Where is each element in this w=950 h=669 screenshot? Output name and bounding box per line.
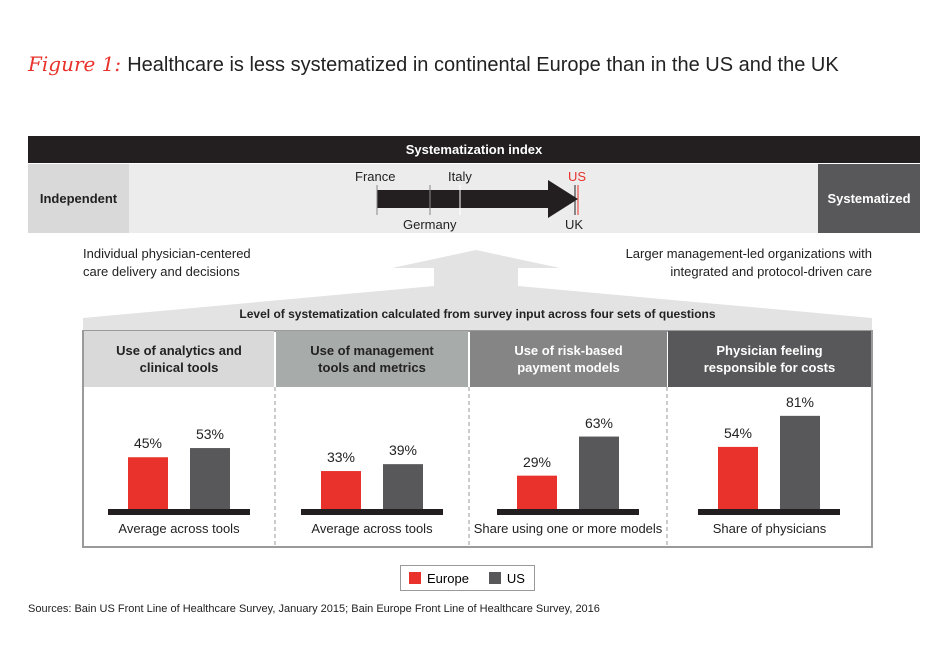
category-sublabel: Average across tools	[118, 521, 240, 536]
bar-us	[383, 464, 423, 509]
index-arrow	[377, 180, 578, 218]
category-header: Use of management tools and metrics	[276, 331, 468, 387]
germany-label: Germany	[403, 217, 457, 232]
figure-title: Figure 1: Healthcare is less systematized…	[28, 52, 839, 77]
figure-label: Figure 1:	[28, 52, 122, 76]
title-text: Healthcare is less systematized in conti…	[127, 54, 839, 76]
legend-europe: Europe	[427, 570, 469, 586]
systematized-label: Systematized	[818, 164, 920, 233]
data-label-europe: 54%	[723, 424, 753, 441]
roof-label: Level of systematization calculated from…	[239, 307, 716, 321]
data-label-europe: 33%	[326, 449, 356, 466]
roof-arrow	[83, 250, 872, 331]
legend: Europe US	[400, 565, 535, 591]
category-header: Physician feeling responsible for costs	[668, 331, 871, 387]
bar-us	[780, 415, 820, 509]
data-label-europe: 29%	[522, 453, 552, 470]
legend-us: US	[506, 570, 525, 586]
bar-baseline	[497, 509, 639, 515]
data-label-europe: 45%	[133, 435, 163, 452]
bar-europe	[321, 471, 361, 509]
bar-baseline	[301, 509, 443, 515]
category-sublabel: Share of physicians	[712, 521, 827, 536]
index-header: Systematization index	[28, 136, 920, 163]
italy-label: Italy	[448, 169, 472, 184]
france-label: France	[355, 169, 396, 184]
bar-us	[579, 436, 619, 509]
category-header: Use of analytics and clinical tools	[84, 331, 274, 387]
category-header: Use of risk-based payment models	[470, 331, 667, 387]
category-sublabel: Share using one or more models	[473, 521, 663, 536]
bar-baseline	[698, 509, 840, 515]
uk-label: UK	[565, 217, 584, 232]
data-label-us: 81%	[785, 393, 815, 410]
legend-swatch-europe	[409, 572, 421, 584]
systematized-description: Larger management-led organizations with…	[625, 246, 872, 279]
bar-baseline	[108, 509, 250, 515]
data-label-us: 63%	[584, 414, 614, 431]
category-sublabel: Average across tools	[311, 521, 433, 536]
independent-label: Independent	[28, 164, 129, 233]
source-note: Sources: Bain US Front Line of Healthcar…	[28, 603, 600, 615]
us-label: US	[568, 169, 587, 184]
bar-europe	[517, 475, 557, 509]
bar-europe	[718, 446, 758, 509]
data-label-us: 53%	[195, 426, 225, 443]
data-label-us: 39%	[388, 442, 418, 459]
bar-us	[190, 448, 230, 509]
legend-swatch-us	[488, 572, 501, 584]
bar-europe	[128, 457, 168, 509]
independent-description: Individual physician-centered care delive…	[83, 246, 251, 279]
